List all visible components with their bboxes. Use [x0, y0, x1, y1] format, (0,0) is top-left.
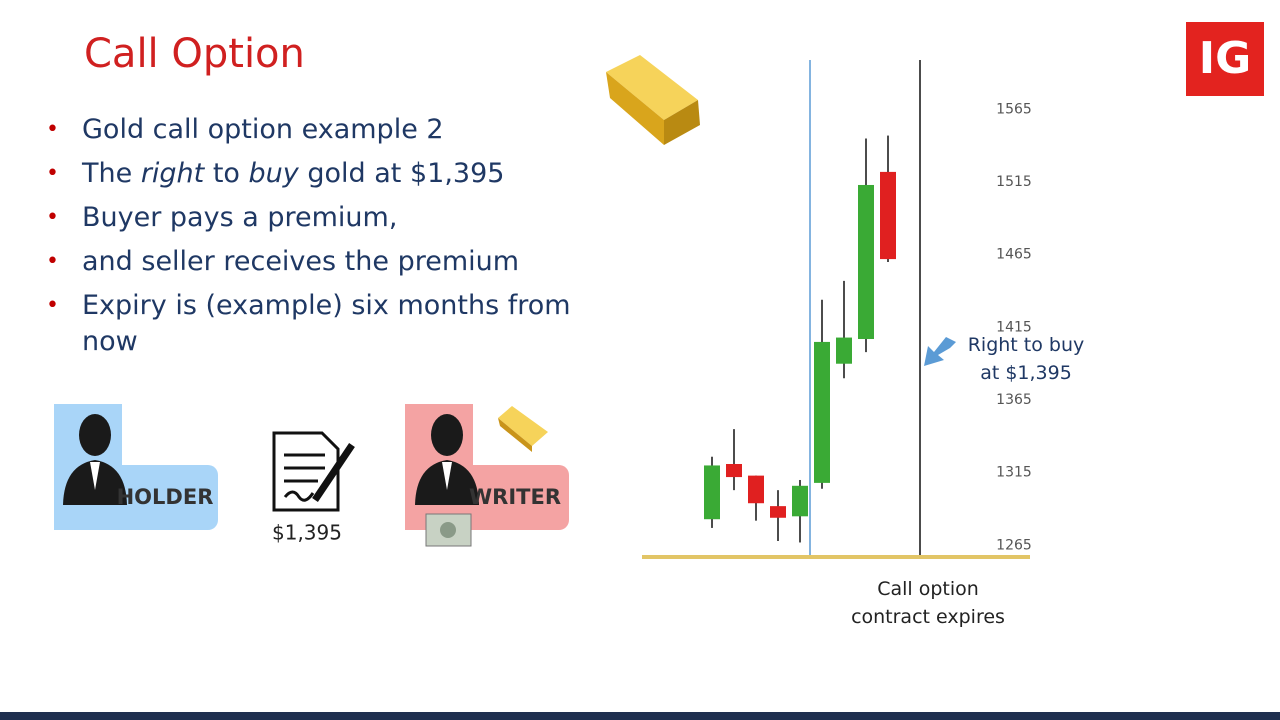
bullet-list: Gold call option example 2 The right to b…	[46, 112, 576, 368]
gold-bar-icon	[606, 55, 700, 145]
logo-box	[1186, 22, 1264, 96]
bullet: Expiry is (example) six months from now	[46, 288, 576, 360]
bullet-text: buy	[248, 158, 299, 189]
candle-body	[792, 485, 808, 517]
candle-body	[748, 475, 764, 504]
bullet-text: Gold call option example 2	[82, 114, 444, 145]
writer-label: WRITER	[469, 485, 561, 509]
annotation: Right to buy at $1,395	[967, 334, 1085, 384]
y-tick-label: 1565	[996, 101, 1032, 117]
candle-body	[770, 506, 786, 518]
candle-body	[726, 463, 742, 478]
bullet: Gold call option example 2	[46, 112, 576, 148]
y-tick-label: 1365	[996, 392, 1032, 408]
candlestick-chart: 1265 1315 1365 1415 1465 1515 1565	[704, 101, 1032, 553]
bullet-text: gold at $1,395	[298, 158, 505, 189]
bullet-text: The	[82, 158, 141, 189]
candle-body	[704, 465, 720, 520]
logo: IG	[1199, 33, 1252, 84]
title: Call Option	[84, 31, 305, 77]
bullet-text: right	[140, 158, 205, 189]
y-tick-label: 1515	[996, 174, 1032, 190]
bullet-text: and seller receives the premium	[82, 246, 520, 277]
bullet: The right to buy gold at $1,395	[46, 156, 576, 192]
candle-body	[880, 171, 896, 260]
y-tick-label: 1315	[996, 465, 1032, 481]
contract-icon	[272, 431, 355, 512]
arrow	[924, 337, 956, 366]
bullet-text: Expiry is (example) six months from now	[82, 290, 571, 357]
candle-body	[858, 184, 874, 340]
y-tick-label: 1415	[996, 319, 1032, 335]
bullet-text: to	[204, 158, 249, 189]
y-tick-label: 1265	[996, 537, 1032, 553]
candle-body	[814, 341, 830, 483]
holder-icon	[54, 404, 218, 530]
bullet: and seller receives the premium	[46, 244, 576, 280]
annotation: Call option contract expires	[851, 578, 1005, 628]
contract-price: $1,395	[272, 521, 342, 545]
bullet: Buyer pays a premium,	[46, 200, 576, 236]
holder-label: HOLDER	[117, 485, 214, 509]
footer-bar	[0, 712, 1280, 720]
y-tick-label: 1465	[996, 247, 1032, 263]
candle-body	[836, 337, 852, 364]
bullet-text: Buyer pays a premium,	[82, 202, 398, 233]
writer-icon	[405, 404, 569, 547]
